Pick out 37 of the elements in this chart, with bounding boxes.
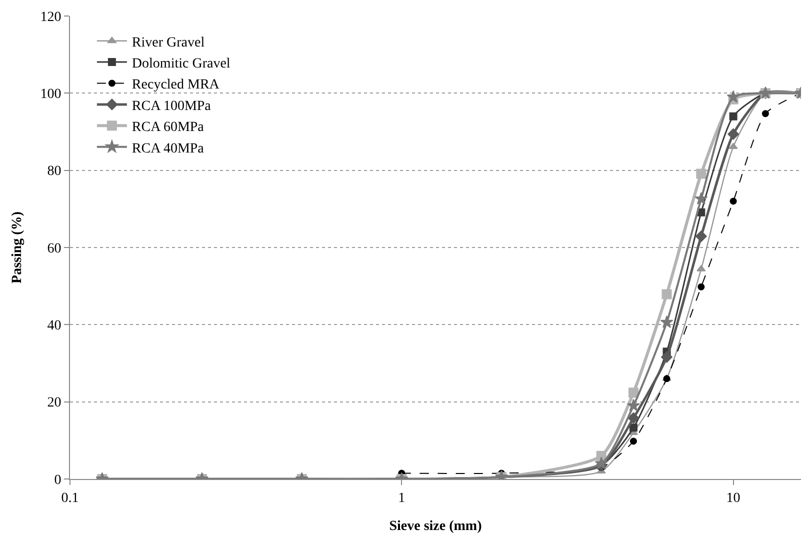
point [729,112,738,120]
legend-label: Recycled MRA [132,78,220,93]
legend-label: Dolomitic Gravel [132,56,230,72]
x-tick-label: 0.1 [61,490,79,506]
x-tick-label: 1 [398,490,406,506]
y-axis-title: Passing (%) [10,211,25,284]
point [626,398,640,412]
point [762,110,769,118]
x-tick-label: 10 [726,490,740,506]
point [629,424,638,432]
point [695,230,707,242]
y-tick-label: 120 [40,10,62,25]
point [730,198,737,205]
y-tick-label: 0 [54,472,62,488]
point [694,192,708,204]
y-tick-label: 80 [47,164,62,180]
point [630,438,637,445]
point [726,90,740,103]
point [696,168,706,179]
point [594,456,608,470]
y-tick-label: 40 [47,318,62,334]
y-tick-label: 60 [47,241,62,256]
x-axis-title: Sieve size (mm) [389,519,482,534]
point [698,283,705,290]
point [628,412,640,424]
legend-label: RCA 60MPa [132,120,205,136]
y-tick-label: 100 [40,87,62,102]
point [661,351,672,363]
point [628,388,638,398]
legend-label: RCA 40MPa [132,141,205,156]
y-tick-label: 20 [47,396,62,411]
legend-label: RCA 100MPa [132,98,212,114]
point [728,128,739,140]
point [728,142,738,150]
point [660,316,674,328]
legend-label: River Gravel [132,35,205,50]
point [662,289,672,300]
